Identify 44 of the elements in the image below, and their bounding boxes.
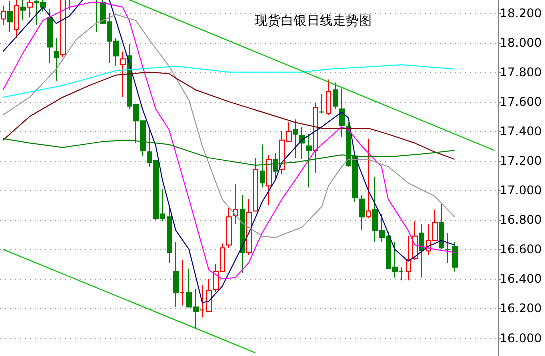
y-tick-label: 18.000 xyxy=(500,36,542,50)
candlestick xyxy=(333,82,338,110)
candlestick xyxy=(406,236,411,282)
y-tick-label: 17.400 xyxy=(500,124,542,138)
y-tick-label: 16.800 xyxy=(500,213,542,228)
y-tick-label: 17.000 xyxy=(500,184,542,198)
candlestick xyxy=(54,38,59,82)
candlestick xyxy=(233,184,238,226)
candlestick xyxy=(419,224,424,278)
text: 现货白银日线走势图 xyxy=(255,14,372,29)
candlestick xyxy=(319,94,325,114)
candlestick xyxy=(47,8,53,64)
candlestick xyxy=(366,138,371,220)
y-tick-label: 17.200 xyxy=(500,154,542,168)
candlestick xyxy=(326,79,331,116)
y-tick-label: 16.200 xyxy=(500,302,542,316)
candlestick xyxy=(339,88,345,138)
candlestick xyxy=(173,242,179,308)
candlestick xyxy=(253,158,258,212)
y-tick-label: 16.600 xyxy=(500,242,542,257)
candlestick xyxy=(180,259,185,306)
candlestick xyxy=(20,0,26,22)
candlestick xyxy=(1,5,6,26)
y-tick-label: 17.600 xyxy=(500,94,542,109)
y-tick-label: 16.000 xyxy=(500,331,542,346)
candlestick xyxy=(120,51,126,98)
line-series xyxy=(2,64,456,98)
line-series xyxy=(2,72,456,160)
y-tick-label: 18.200 xyxy=(500,6,542,20)
candlestick xyxy=(246,198,252,256)
y-tick-label: 17.800 xyxy=(500,65,542,80)
candlestick xyxy=(439,203,444,250)
y-tick-label: 16.400 xyxy=(500,272,542,286)
candlestick xyxy=(226,208,232,249)
candlestick xyxy=(359,194,365,231)
candlestick xyxy=(313,102,318,174)
candlestick xyxy=(94,0,99,33)
candlestick xyxy=(167,204,172,264)
candlestick xyxy=(7,0,13,33)
candlestick xyxy=(293,119,298,159)
candlestick xyxy=(14,0,19,39)
candlestick xyxy=(27,0,33,18)
candlestick xyxy=(240,194,245,274)
candlestick xyxy=(266,154,272,206)
